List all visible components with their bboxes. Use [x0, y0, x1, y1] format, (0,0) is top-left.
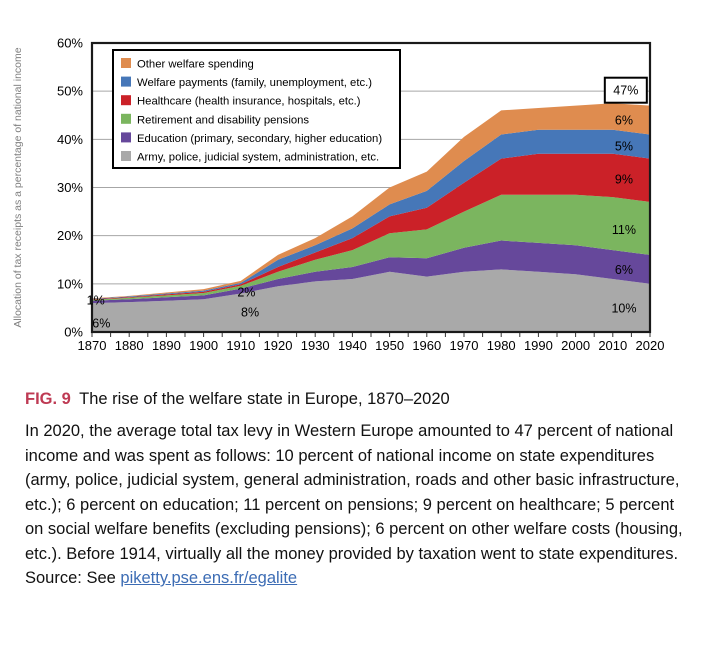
total-callout-box [603, 76, 648, 104]
figure-description-text: In 2020, the average total tax levy in W… [25, 422, 683, 587]
legend-box [112, 49, 401, 169]
area-welfare-payments [92, 129, 650, 300]
legend-label-education: Education (primary, secondary, higher ed… [137, 133, 382, 145]
chart-area: 0% 10% 20% 30% 40% 50% 60% 1870 1880 1890 1900 1910… [12, 36, 665, 354]
x-tick-label-1970: 1970 [450, 338, 479, 353]
x-tick-label-1900: 1900 [189, 338, 218, 353]
x-tick-label-1930: 1930 [301, 338, 330, 353]
figure-caption: FIG. 9 The rise of the welfare state in … [25, 388, 687, 591]
legend-label-pensions: Retirement and disability pensions [137, 114, 309, 126]
figure-number-label: FIG. 9 [25, 390, 71, 408]
data-label-4: 11% [612, 223, 636, 237]
x-tick-label-1980: 1980 [487, 338, 516, 353]
y-tick-label-0%: 0% [64, 325, 83, 340]
legend-label-army: Army, police, judicial system, administr… [137, 152, 379, 164]
legend-label-healthcare: Healthcare (health insurance, hospitals,… [137, 96, 361, 108]
data-label-10: 8% [241, 305, 259, 319]
area-pensions [92, 194, 650, 301]
legend-swatch-healthcare [121, 95, 131, 106]
x-tick-label-1880: 1880 [115, 338, 144, 353]
total-callout-label: 47% [613, 84, 638, 98]
data-label-6: 10% [611, 301, 636, 315]
legend-swatch-other-welfare [121, 58, 131, 68]
x-tick-label-1890: 1890 [152, 338, 181, 353]
figure-title-line: FIG. 9 The rise of the welfare state in … [25, 388, 687, 410]
x-tick-label-2010: 2010 [598, 338, 627, 353]
x-tick-label-2020: 2020 [636, 338, 665, 353]
area-army [92, 269, 650, 332]
area-education [92, 240, 650, 304]
y-tick-label-40%: 40% [57, 132, 83, 147]
x-tick-label-1870: 1870 [78, 338, 107, 353]
x-tick-label-1960: 1960 [412, 338, 441, 353]
legend-swatch-education [121, 132, 131, 143]
x-tick-label-1910: 1910 [226, 338, 255, 353]
y-axis-title: Allocation of tax receipts as a percenta… [12, 47, 24, 327]
data-label-5: 6% [615, 263, 633, 277]
x-tick-label-1950: 1950 [375, 338, 404, 353]
data-label-1: 6% [615, 114, 633, 128]
data-label-9: 2% [237, 286, 255, 300]
plot-border [90, 41, 652, 334]
legend-swatch-army [121, 151, 131, 161]
welfare-state-stacked-area-chart: 0% 10% 20% 30% 40% 50% 60% 1870 1880 1890 1900 1910… [12, 36, 665, 354]
legend-label-welfare-payments: Welfare payments (family, unemployment, … [137, 77, 372, 89]
x-tick-label-1920: 1920 [264, 338, 293, 353]
y-tick-label-10%: 10% [57, 276, 83, 291]
x-tick-label-2000: 2000 [561, 338, 590, 353]
data-label-8: 6% [92, 316, 110, 330]
x-tick-label-1990: 1990 [524, 338, 553, 353]
legend-swatch-pensions [121, 113, 131, 124]
data-label-3: 9% [615, 172, 633, 186]
legend-swatch-welfare-payments [121, 76, 131, 87]
area-healthcare [92, 153, 650, 300]
legend-label-other-welfare: Other welfare spending [137, 59, 254, 71]
figure-title: The rise of the welfare state in Europe,… [79, 390, 450, 408]
data-label-2: 5% [615, 140, 633, 154]
source-link[interactable]: piketty.pse.ens.fr/egalite [120, 569, 298, 587]
area-other-welfare [92, 103, 650, 299]
y-tick-label-60%: 60% [57, 36, 83, 51]
x-tick-label-1940: 1940 [338, 338, 367, 353]
data-label-7: 1% [87, 294, 105, 308]
y-tick-label-50%: 50% [57, 84, 83, 99]
figure-description: In 2020, the average total tax levy in W… [25, 419, 687, 591]
y-tick-label-30%: 30% [57, 180, 83, 195]
y-tick-label-20%: 20% [57, 228, 83, 243]
